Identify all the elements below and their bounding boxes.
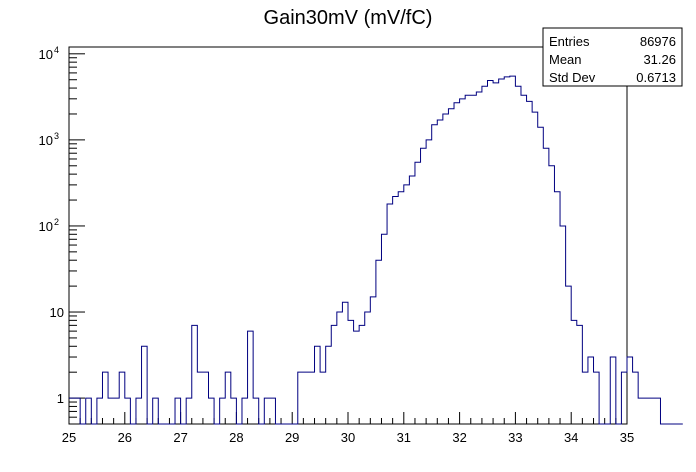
- x-tick-label: 29: [285, 430, 299, 445]
- x-tick-label: 28: [229, 430, 243, 445]
- chart-title: Gain30mV (mV/fC): [264, 7, 433, 29]
- stats-entries-value: 86976: [640, 34, 676, 49]
- y-tick-exponent: 2: [54, 217, 59, 227]
- y-tick-exponent: 3: [54, 131, 59, 141]
- plot-frame: [68, 46, 628, 425]
- stats-mean-label: Mean: [549, 52, 582, 67]
- x-tick-label: 27: [173, 430, 187, 445]
- y-tick-label: 10: [39, 219, 53, 234]
- histogram-series-line: [69, 75, 683, 425]
- x-tick-label: 26: [118, 430, 132, 445]
- y-tick-label: 10: [39, 47, 53, 62]
- stats-box: Entries 86976 Mean 31.26 Std Dev 0.6713: [542, 27, 683, 87]
- x-tick-label: 33: [508, 430, 522, 445]
- y-tick-label: 10: [50, 305, 64, 320]
- x-tick-label: 32: [452, 430, 466, 445]
- x-tick-label: 34: [564, 430, 578, 445]
- x-tick-labels: 25 26 27 28 29 30 31 32 33 34 35: [62, 430, 634, 445]
- stats-entries-label: Entries: [549, 34, 590, 49]
- stats-box-frame: [542, 27, 683, 87]
- y-tick-exponent: 4: [54, 45, 59, 55]
- x-tick-label: 30: [341, 430, 355, 445]
- x-tick-label: 31: [397, 430, 411, 445]
- y-tick-label: 10: [39, 133, 53, 148]
- x-tick-label: 35: [620, 430, 634, 445]
- x-tick-label: 25: [62, 430, 76, 445]
- y-tick-label: 1: [57, 391, 64, 406]
- stats-std-label: Std Dev: [549, 70, 596, 85]
- stats-std-value: 0.6713: [636, 70, 676, 85]
- axes-ticks: [68, 53, 628, 424]
- stats-mean-value: 31.26: [643, 52, 676, 67]
